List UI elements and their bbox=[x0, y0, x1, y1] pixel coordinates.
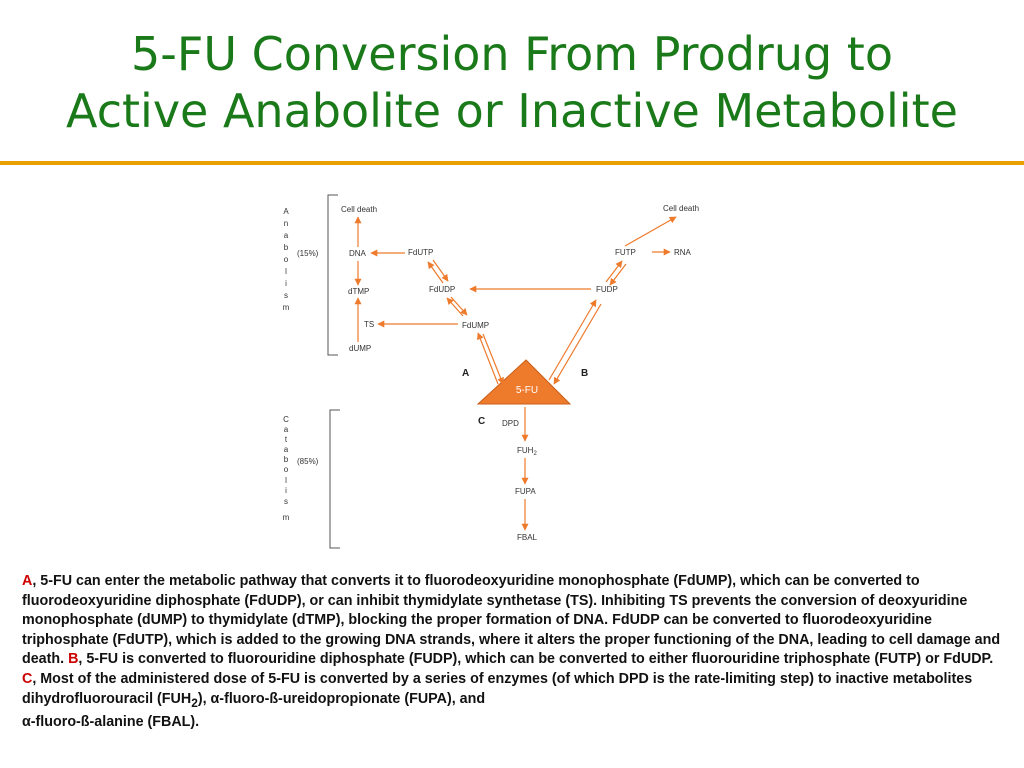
node-fupa: FUPA bbox=[515, 487, 536, 496]
title-line-2: Active Anabolite or Inactive Metabolite bbox=[66, 84, 958, 138]
anabolism-letter: b bbox=[284, 243, 289, 252]
anabolism-letter: s bbox=[284, 291, 288, 300]
catabolism-letter: o bbox=[284, 465, 289, 474]
anabolism-label: A n a b o l i s m bbox=[283, 207, 290, 312]
node-futp: FUTP bbox=[615, 248, 636, 257]
node-fuh2: FUH2 bbox=[517, 446, 537, 457]
node-fdutp: FdUTP bbox=[408, 248, 433, 257]
catabolism-letter: a bbox=[284, 445, 289, 454]
node-dump: dUMP bbox=[349, 344, 371, 353]
path-label-a: A bbox=[462, 368, 469, 379]
node-cell-death-right: Cell death bbox=[663, 204, 699, 213]
path-label-c: C bbox=[478, 416, 485, 427]
arrow-fdump-to-5fu bbox=[482, 333, 504, 385]
arrow-fdudp-to-fdutp bbox=[427, 261, 444, 284]
caption-paragraph-c-end: α-fluoro-ß-alanine (FBAL). bbox=[22, 714, 200, 731]
node-dtmp: dTMP bbox=[348, 287, 369, 296]
catabolism-letter: i bbox=[285, 486, 287, 495]
arrow-futp-to-cell-death bbox=[624, 216, 677, 247]
arrow-5fu-to-fudp bbox=[548, 299, 597, 381]
catabolism-letter: t bbox=[285, 435, 288, 444]
caption-paragraph-ab: A, 5-FU can enter the metabolic pathway … bbox=[22, 572, 1007, 670]
catabolism-letter: a bbox=[284, 425, 289, 434]
arrow-fudp-to-5fu bbox=[553, 303, 602, 385]
title-divider bbox=[0, 161, 1024, 165]
node-rna: RNA bbox=[674, 248, 692, 257]
anabolism-bracket bbox=[327, 194, 338, 356]
catabolism-letter: b bbox=[284, 455, 289, 464]
caption-text-b: , 5-FU is converted to fluorouridine dip… bbox=[78, 651, 994, 668]
catabolism-letter: m bbox=[283, 513, 290, 522]
caption-marker-c: C bbox=[22, 670, 33, 687]
anabolism-letter: m bbox=[283, 303, 290, 312]
anabolism-percent: (15%) bbox=[297, 249, 319, 258]
catabolism-letter: C bbox=[283, 415, 289, 424]
anabolism-letter: a bbox=[284, 231, 289, 240]
caption-subscript: 2 bbox=[191, 695, 198, 710]
node-ts: TS bbox=[364, 320, 374, 329]
caption-text-c1: , Most of the administered dose of 5-FU … bbox=[22, 670, 973, 707]
node-fbal: FBAL bbox=[517, 533, 538, 542]
arrow-fudp-to-futp bbox=[605, 260, 623, 283]
node-5fu: 5-FU bbox=[516, 385, 538, 396]
slide-title: 5-FU Conversion From Prodrug to Active A… bbox=[0, 26, 1024, 140]
title-line-1: 5-FU Conversion From Prodrug to bbox=[131, 27, 893, 81]
caption-marker-a: A bbox=[22, 573, 33, 589]
catabolism-bracket bbox=[329, 409, 340, 549]
node-dna: DNA bbox=[349, 249, 367, 258]
catabolism-label: C a t a b o l i s m bbox=[283, 415, 290, 522]
arrow-fdutp-to-fdudp bbox=[432, 259, 449, 282]
arrow-fdudp-to-fdump bbox=[450, 296, 468, 316]
anabolism-letter: n bbox=[284, 219, 288, 228]
anabolism-letter: l bbox=[285, 267, 287, 276]
node-fdump: FdUMP bbox=[462, 321, 489, 330]
anabolism-letter: A bbox=[283, 207, 289, 216]
node-fdudp: FdUDP bbox=[429, 285, 455, 294]
arrow-futp-to-fudp bbox=[609, 263, 627, 286]
arrow-5fu-to-fdump bbox=[477, 332, 499, 385]
caption-paragraph-c: C, Most of the administered dose of 5-FU… bbox=[22, 670, 1007, 713]
node-cell-death-left: Cell death bbox=[341, 205, 377, 214]
figure-caption: A, 5-FU can enter the metabolic pathway … bbox=[22, 572, 1007, 733]
node-fudp: FUDP bbox=[596, 285, 618, 294]
catabolism-letter: l bbox=[285, 476, 287, 485]
catabolism-percent: (85%) bbox=[297, 457, 319, 466]
caption-text-a: , 5-FU can enter the metabolic pathway t… bbox=[22, 573, 1001, 668]
caption-marker-b: B bbox=[68, 651, 79, 668]
node-dpd: DPD bbox=[502, 419, 519, 428]
anabolism-letter: i bbox=[285, 279, 287, 288]
path-label-b: B bbox=[581, 368, 588, 379]
caption-text-c2: ), α-fluoro-ß-ureidopropionate (FUPA), a… bbox=[197, 690, 486, 707]
catabolism-letter: s bbox=[284, 497, 288, 506]
anabolism-letter: o bbox=[284, 255, 289, 264]
